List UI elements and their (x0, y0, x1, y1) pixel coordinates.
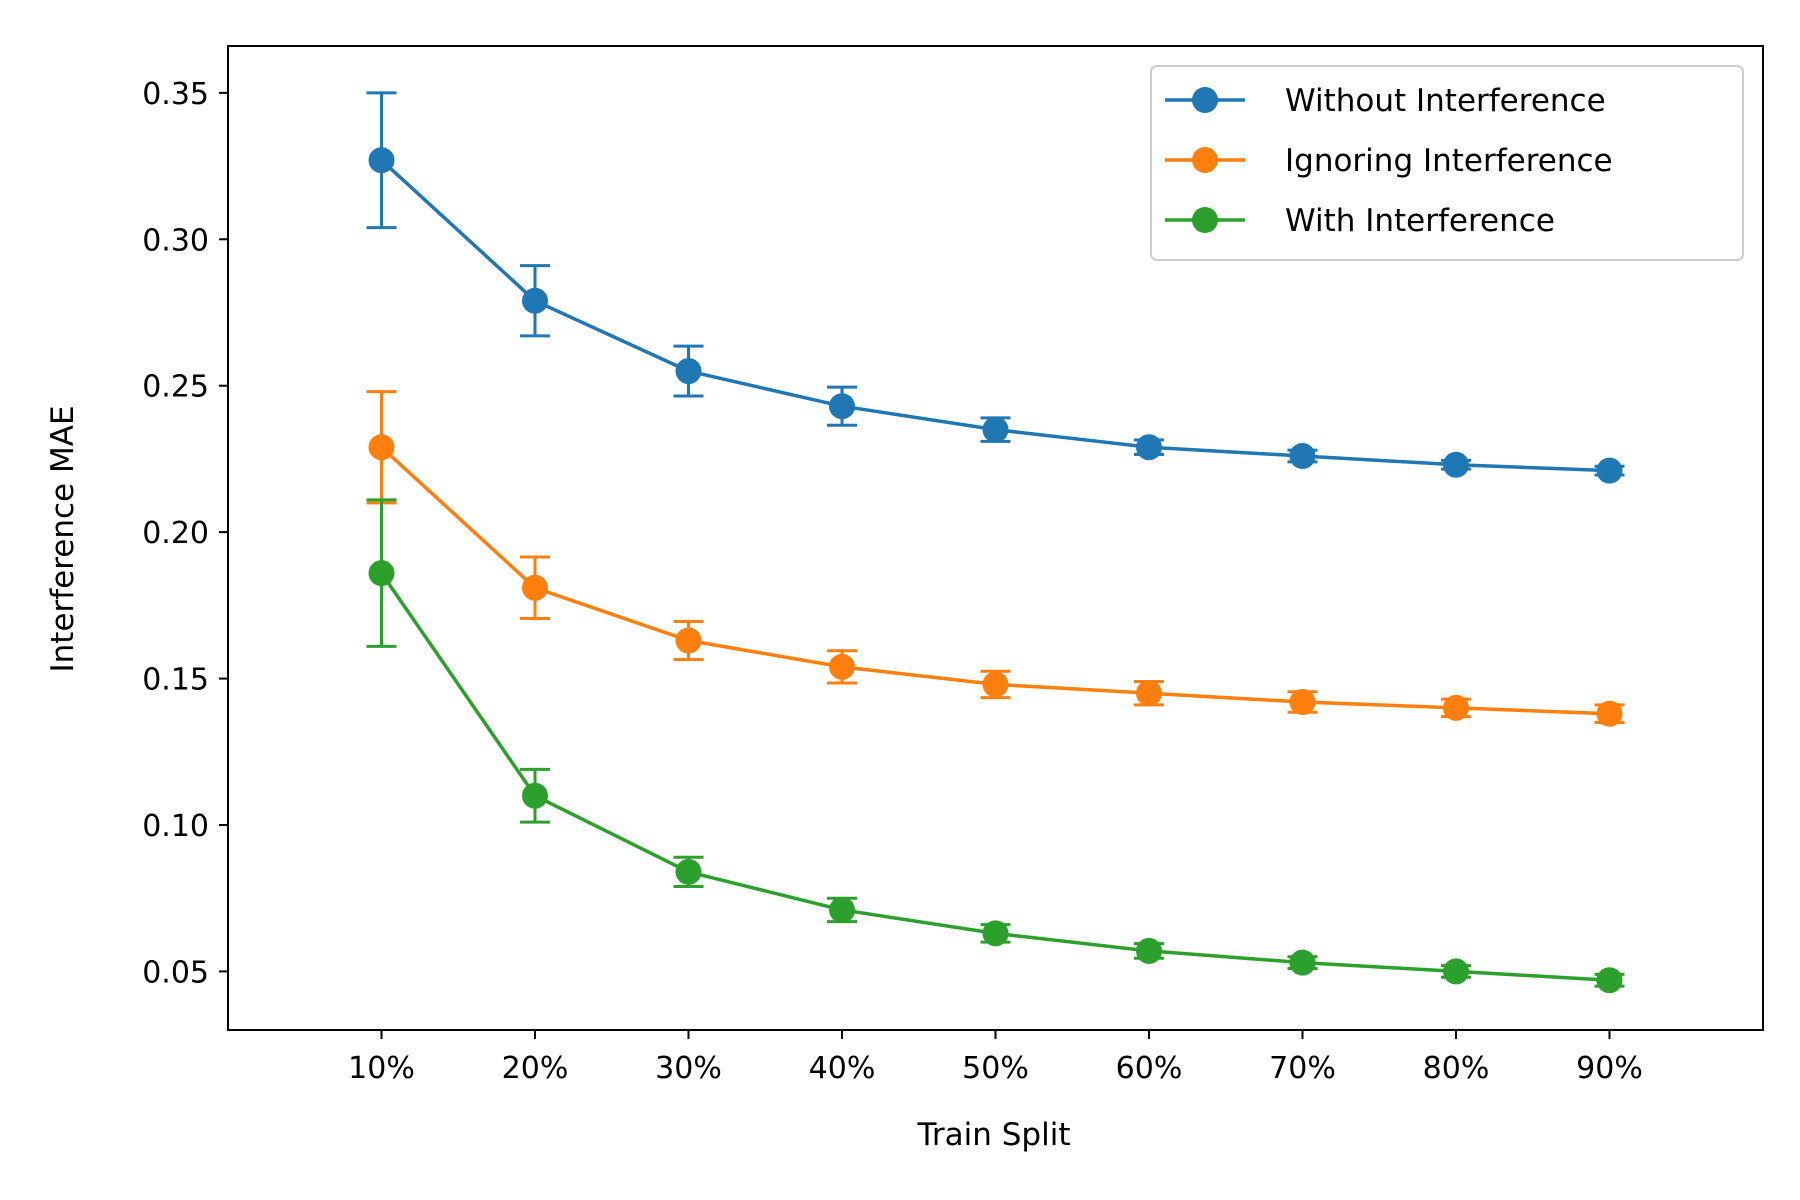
data-point (829, 393, 855, 420)
data-point (675, 627, 702, 654)
y-tick-label: 0.25 (142, 370, 209, 405)
data-point (1289, 949, 1316, 976)
y-tick-label: 0.30 (142, 223, 209, 258)
data-point (829, 896, 855, 923)
data-point (675, 358, 702, 385)
legend-marker (1192, 87, 1218, 113)
data-point (522, 287, 548, 314)
data-point (982, 416, 1009, 443)
data-point (368, 434, 395, 461)
data-point (368, 147, 395, 174)
y-tick-label: 0.10 (142, 809, 209, 844)
x-tick-label: 30% (655, 1051, 722, 1086)
data-point (522, 574, 548, 601)
y-axis-ticks: 0.05 0.10 0.15 0.20 0.25 0.30 0.35 (142, 77, 228, 990)
data-point (675, 858, 702, 885)
data-point (1596, 700, 1623, 727)
legend-label: With Interference (1285, 203, 1555, 239)
y-tick-label: 0.20 (142, 516, 209, 551)
data-point (1136, 937, 1162, 964)
data-point (982, 920, 1009, 947)
series-line (380, 572, 1610, 982)
legend: Without Interference Ignoring Interferenc… (1150, 65, 1744, 261)
x-tick-label: 20% (502, 1051, 569, 1086)
data-point (368, 560, 395, 587)
x-tick-label: 80% (1423, 1051, 1490, 1086)
x-tick-label: 10% (348, 1051, 415, 1086)
y-tick-label: 0.15 (142, 663, 209, 698)
data-point (1289, 443, 1316, 469)
legend-entry: Ignoring Interference (1165, 143, 1613, 179)
x-tick-label: 40% (809, 1051, 876, 1086)
data-point (1443, 451, 1469, 478)
data-point (1136, 434, 1162, 461)
data-point (1136, 680, 1162, 707)
x-tick-label: 90% (1576, 1051, 1643, 1086)
plot-marks (366, 91, 1625, 994)
x-axis-ticks: 10% 20% 30% 40% 50% 60% 70% 80% 90% (348, 1030, 1643, 1086)
y-tick-label: 0.35 (142, 77, 209, 112)
data-point (982, 671, 1009, 698)
y-axis-title: Interference MAE (45, 405, 81, 672)
data-point (1596, 967, 1623, 994)
legend-entry: Without Interference (1165, 83, 1606, 119)
legend-label: Without Interference (1285, 83, 1606, 119)
legend-marker (1192, 147, 1218, 173)
x-tick-label: 70% (1269, 1051, 1336, 1086)
data-point (1596, 457, 1623, 484)
data-point (1289, 689, 1316, 715)
y-tick-label: 0.05 (142, 955, 209, 990)
data-point (829, 653, 855, 680)
x-tick-label: 50% (962, 1051, 1029, 1086)
series-2 (366, 390, 1625, 727)
series-3 (366, 498, 1625, 994)
data-point (1443, 958, 1469, 985)
legend-marker (1192, 207, 1218, 233)
series-1 (366, 91, 1625, 484)
legend-box (1150, 65, 1744, 261)
data-point (1443, 694, 1469, 721)
legend-label: Ignoring Interference (1285, 143, 1613, 179)
x-axis-title: Train Split (917, 1117, 1071, 1153)
data-point (522, 782, 548, 809)
legend-entry: With Interference (1165, 203, 1555, 239)
x-tick-label: 60% (1116, 1051, 1183, 1086)
